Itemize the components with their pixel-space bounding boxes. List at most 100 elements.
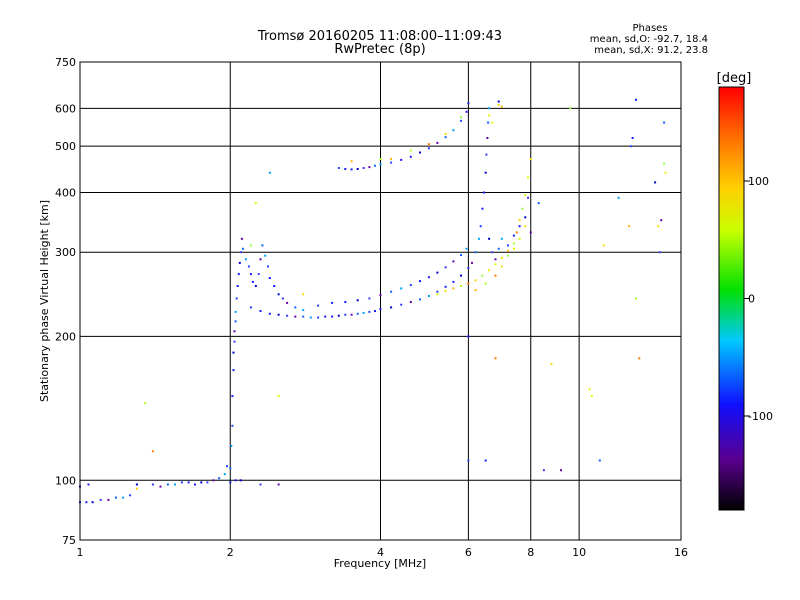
- data-point: [239, 479, 242, 482]
- data-point: [309, 316, 312, 319]
- x-tick-label: 10: [572, 546, 586, 559]
- data-point: [356, 312, 359, 315]
- data-point: [277, 483, 280, 486]
- data-point: [234, 479, 237, 482]
- data-point: [238, 261, 241, 264]
- data-point: [518, 237, 521, 240]
- data-point: [151, 450, 154, 453]
- data-point: [598, 459, 601, 462]
- x-tick-label: 16: [674, 546, 688, 559]
- data-point: [467, 282, 470, 285]
- data-point: [497, 103, 500, 106]
- data-point: [657, 225, 660, 228]
- data-point: [518, 225, 521, 228]
- data-point: [286, 314, 289, 317]
- data-point: [337, 167, 340, 169]
- data-point: [436, 290, 439, 293]
- data-point: [488, 237, 491, 240]
- data-point: [344, 313, 347, 316]
- data-point: [174, 483, 176, 486]
- data-point: [268, 277, 271, 279]
- data-point: [302, 315, 305, 318]
- data-point: [259, 483, 262, 486]
- data-point: [444, 289, 447, 292]
- data-point: [488, 269, 491, 272]
- phase-info-line-o: mean, sd,O: -92.7, 18.4: [590, 34, 708, 45]
- data-point: [409, 149, 412, 152]
- x-tick-label: 4: [377, 546, 384, 559]
- data-point: [379, 158, 382, 160]
- data-point: [436, 141, 439, 144]
- data-point: [254, 285, 257, 287]
- data-point: [521, 207, 524, 210]
- data-point: [635, 297, 637, 300]
- data-point: [467, 335, 470, 338]
- data-point: [294, 306, 297, 309]
- data-point: [107, 498, 110, 501]
- data-point: [232, 369, 235, 372]
- data-point: [483, 191, 486, 194]
- data-point: [474, 289, 477, 292]
- data-point: [356, 299, 359, 302]
- data-point: [368, 166, 371, 169]
- data-point: [527, 176, 529, 179]
- data-point: [159, 485, 162, 488]
- data-point: [129, 494, 132, 497]
- y-tick-label: 300: [55, 246, 76, 259]
- data-point: [223, 473, 226, 476]
- data-point: [400, 158, 403, 161]
- data-point: [460, 254, 462, 256]
- y-tick-label: 75: [62, 534, 76, 547]
- data-point: [249, 244, 252, 247]
- data-point: [244, 258, 247, 261]
- data-point: [251, 280, 254, 283]
- data-point: [254, 202, 257, 205]
- data-point: [419, 298, 421, 301]
- y-tick-label: 400: [55, 186, 76, 199]
- data-point: [180, 481, 183, 484]
- data-point: [247, 265, 250, 268]
- data-point: [277, 395, 280, 398]
- data-point: [467, 459, 470, 462]
- data-point: [99, 498, 102, 501]
- data-point: [400, 303, 403, 306]
- data-point: [635, 98, 637, 101]
- data-point: [512, 247, 515, 250]
- data-point: [485, 153, 488, 156]
- data-point: [362, 311, 365, 314]
- data-point: [494, 258, 497, 261]
- data-point: [471, 261, 473, 264]
- data-point: [229, 467, 232, 470]
- data-point: [537, 202, 540, 205]
- data-point: [240, 237, 243, 240]
- data-point: [317, 316, 320, 319]
- data-point: [512, 242, 515, 245]
- data-point: [331, 301, 334, 304]
- data-point: [444, 266, 447, 269]
- data-point: [400, 287, 403, 290]
- colorbar-tick-label: 0: [748, 293, 755, 306]
- data-point: [460, 116, 462, 119]
- data-point: [374, 310, 376, 312]
- data-point: [122, 496, 125, 499]
- data-point: [524, 216, 527, 219]
- data-point: [87, 483, 90, 486]
- data-point: [550, 363, 553, 366]
- data-point: [368, 310, 371, 313]
- data-point: [194, 483, 196, 486]
- data-point: [344, 168, 347, 170]
- data-point: [264, 254, 267, 257]
- data-point: [350, 313, 353, 316]
- data-point: [524, 194, 527, 197]
- colorbar-label: [deg]: [717, 71, 752, 86]
- data-point: [474, 279, 477, 282]
- data-point: [331, 315, 334, 318]
- data-point: [114, 496, 117, 499]
- data-point: [436, 293, 439, 296]
- data-point: [478, 237, 480, 240]
- x-tick-label: 1: [77, 546, 84, 559]
- data-point: [362, 167, 365, 169]
- data-point: [512, 234, 515, 237]
- data-point: [590, 395, 593, 398]
- data-point: [494, 357, 497, 360]
